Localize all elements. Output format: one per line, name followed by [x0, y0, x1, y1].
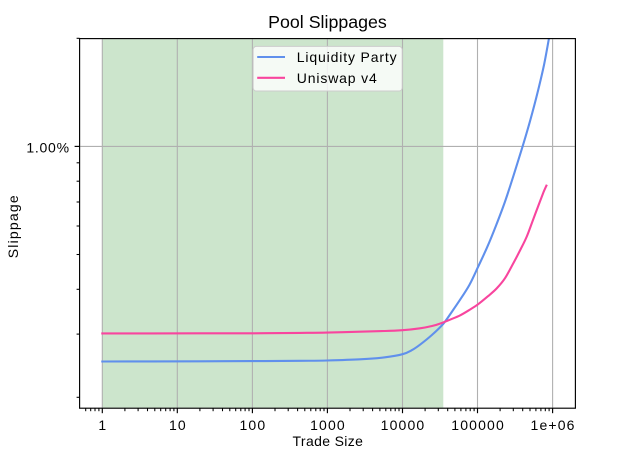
- svg-text:10000: 10000: [381, 417, 426, 433]
- svg-text:10: 10: [169, 417, 187, 433]
- svg-text:1e+06: 1e+06: [531, 417, 576, 433]
- svg-text:1000: 1000: [310, 417, 346, 433]
- svg-text:Liquidity Party: Liquidity Party: [297, 49, 398, 65]
- svg-text:100: 100: [239, 417, 266, 433]
- svg-text:1.00%: 1.00%: [26, 139, 69, 155]
- svg-text:Uniswap v4: Uniswap v4: [297, 70, 378, 86]
- svg-text:100000: 100000: [451, 417, 505, 433]
- svg-text:1: 1: [98, 417, 107, 433]
- svg-text:Slippage: Slippage: [5, 194, 21, 258]
- svg-text:Pool Slippages: Pool Slippages: [268, 12, 387, 32]
- svg-text:Trade Size: Trade Size: [293, 433, 364, 449]
